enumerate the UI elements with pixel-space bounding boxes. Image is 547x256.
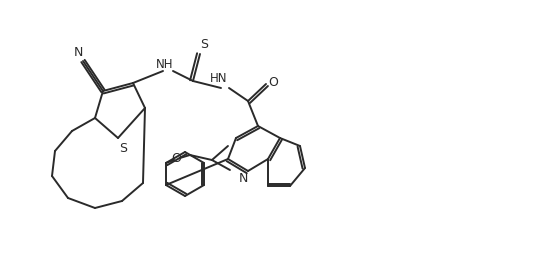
Text: S: S: [119, 142, 127, 155]
Text: N: N: [73, 46, 83, 59]
Text: O: O: [171, 152, 181, 165]
Text: HN: HN: [210, 72, 228, 86]
Text: NH: NH: [156, 58, 174, 70]
Text: N: N: [238, 173, 248, 186]
Text: S: S: [200, 38, 208, 51]
Text: O: O: [268, 76, 278, 89]
